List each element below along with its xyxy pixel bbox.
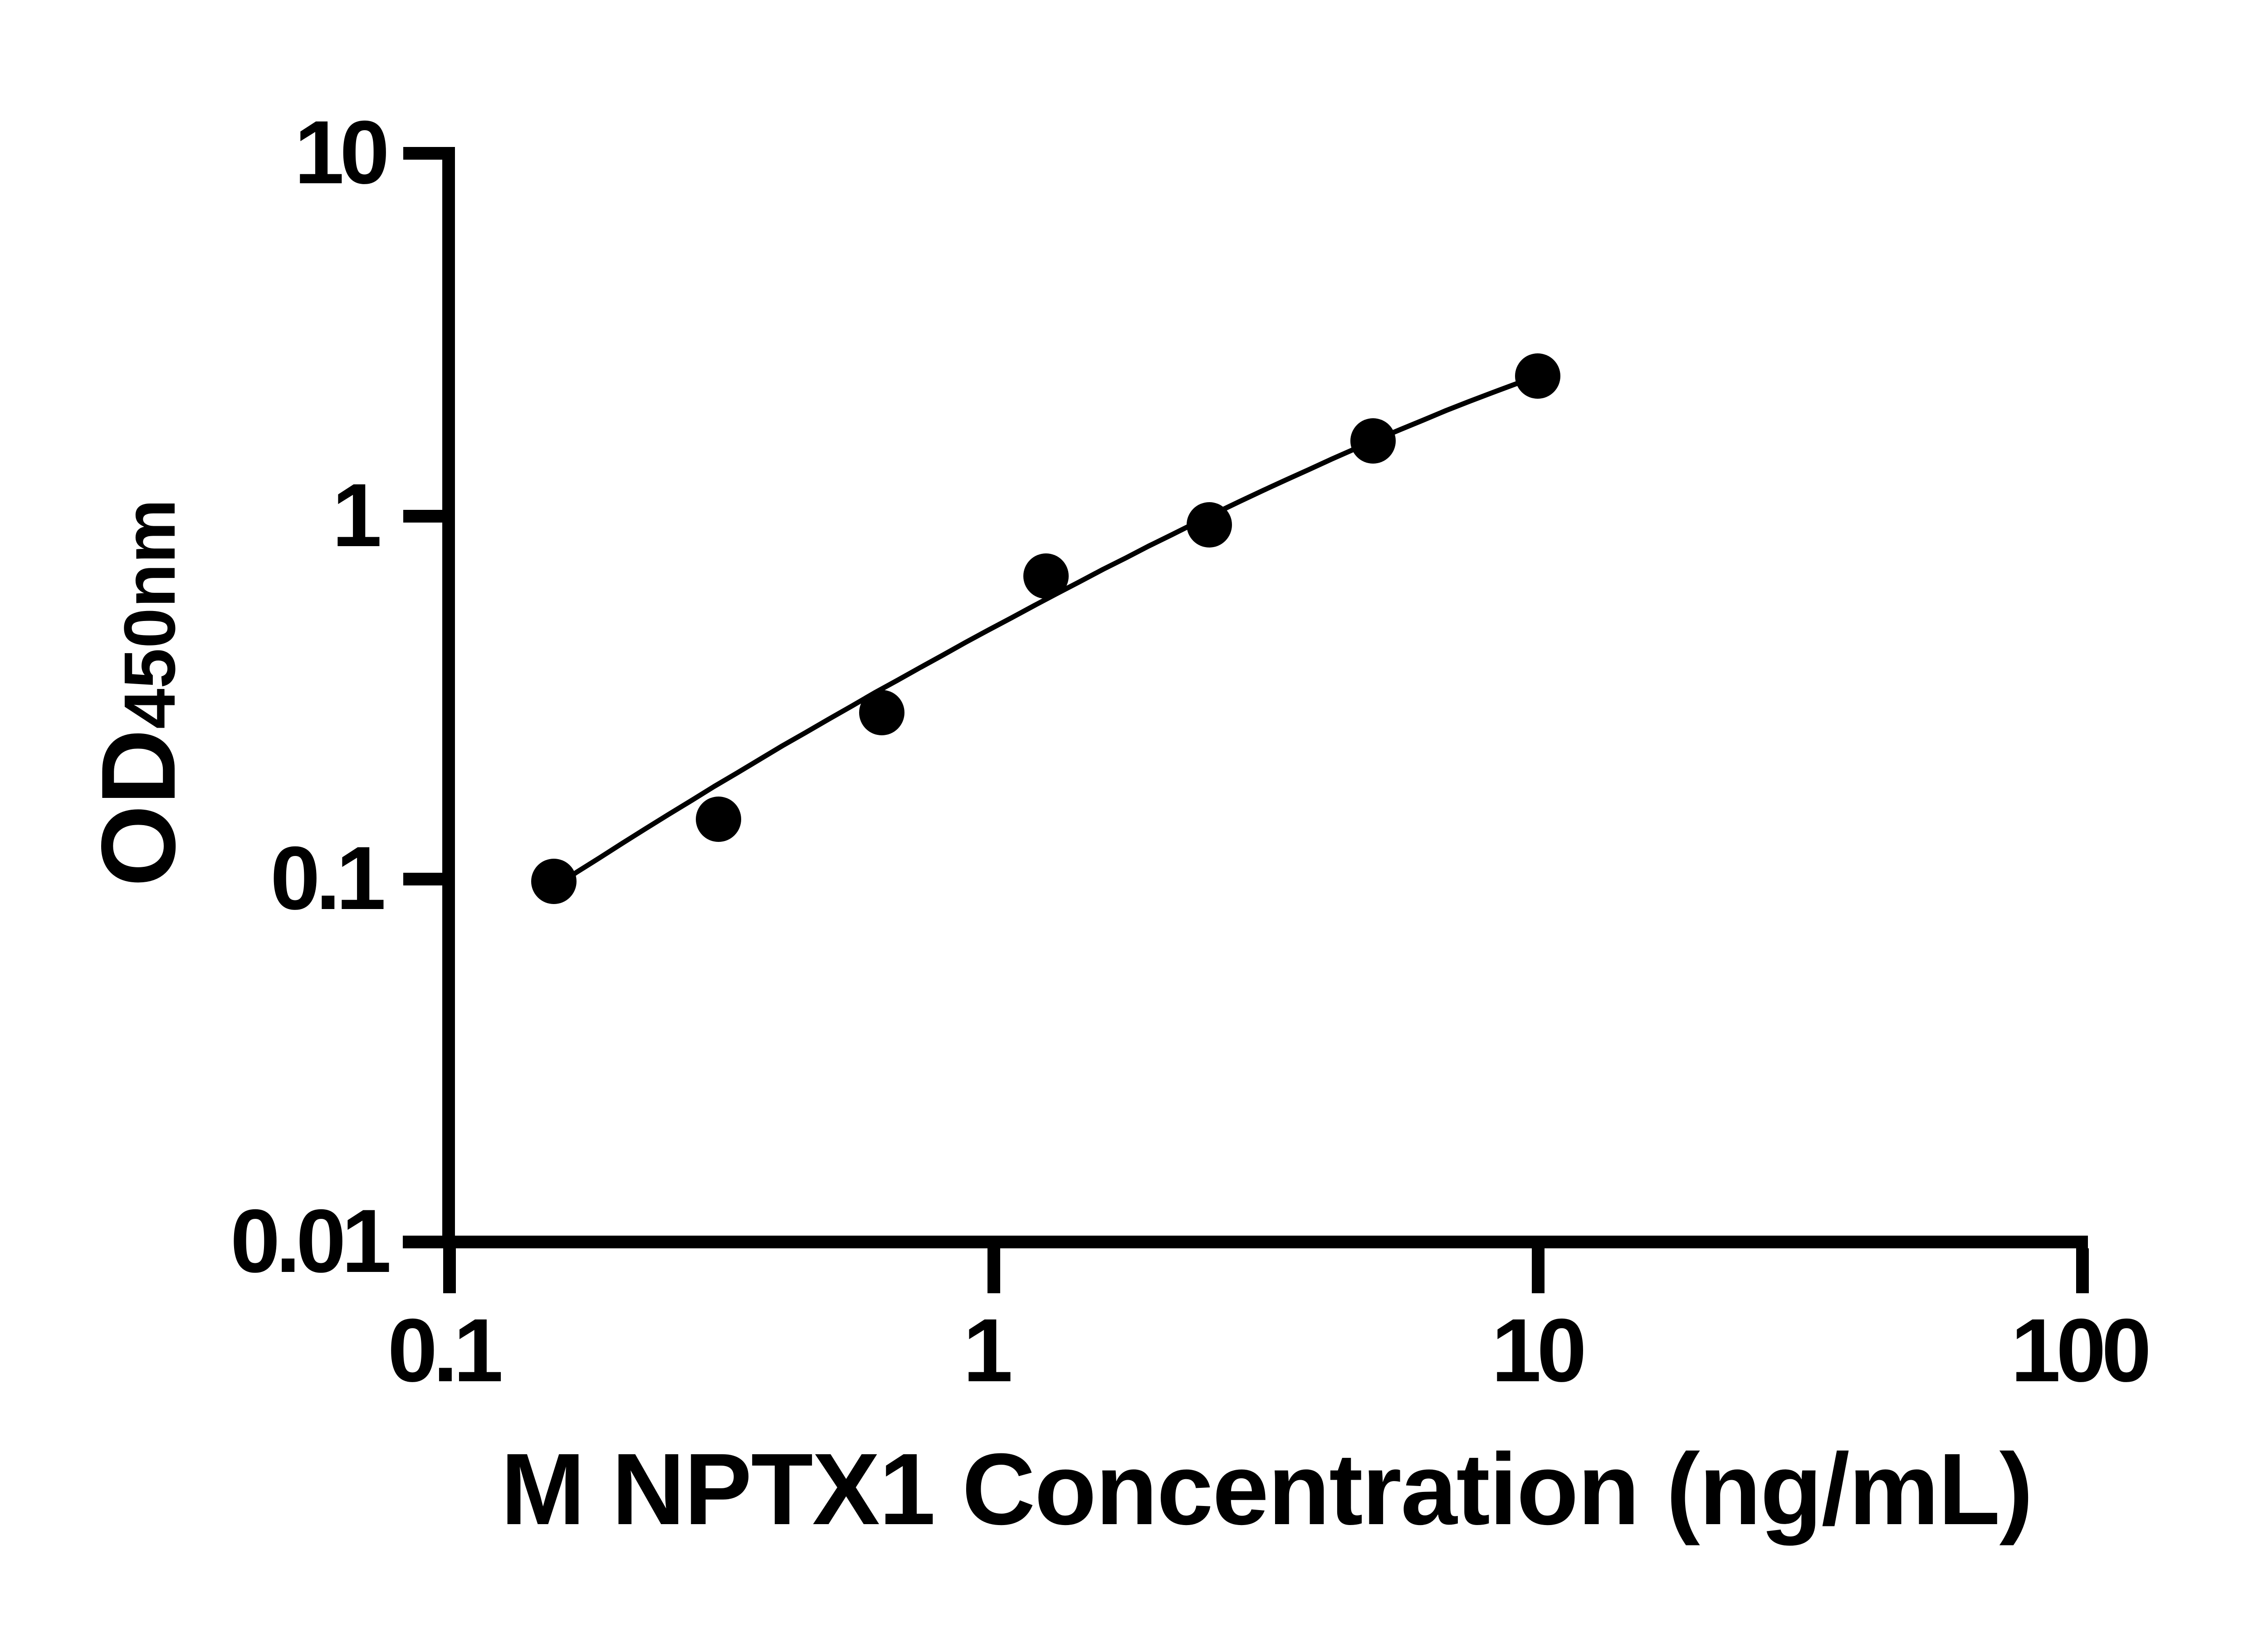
svg-text:0.1: 0.1 [270, 828, 384, 928]
svg-text:1: 1 [963, 1300, 1011, 1400]
svg-text:M NPTX1 Concentration (ng/mL): M NPTX1 Concentration (ng/mL) [501, 1433, 2033, 1546]
svg-text:10: 10 [294, 102, 386, 202]
svg-text:OD450nm: OD450nm [80, 499, 197, 887]
svg-text:0.01: 0.01 [230, 1191, 389, 1291]
svg-text:0.1: 0.1 [387, 1300, 501, 1400]
svg-text:10: 10 [1491, 1300, 1583, 1400]
svg-text:100: 100 [2011, 1300, 2148, 1400]
svg-text:1: 1 [332, 465, 380, 565]
